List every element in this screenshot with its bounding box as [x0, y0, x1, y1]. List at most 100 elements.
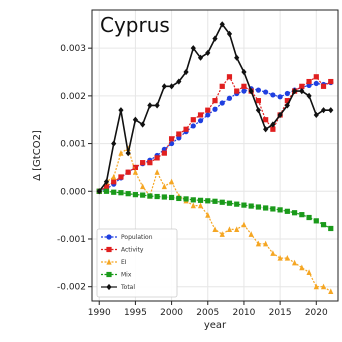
data-point-ei	[205, 212, 211, 218]
legend-marker-activity	[106, 246, 112, 253]
data-point-ei	[190, 202, 196, 209]
data-point-mix	[320, 222, 327, 228]
data-point-total	[103, 178, 110, 185]
data-point-mix	[147, 193, 153, 199]
data-point-total	[161, 83, 167, 90]
data-point-population	[226, 95, 233, 101]
data-point-activity	[306, 78, 312, 85]
data-point-ei	[118, 150, 124, 156]
data-point-mix	[103, 188, 110, 194]
data-point-activity	[103, 183, 110, 190]
data-point-ei	[306, 269, 312, 275]
data-point-mix	[176, 195, 182, 202]
y-tick-label: 0.000	[60, 187, 86, 197]
legend-marker-population	[106, 234, 112, 240]
data-point-ei	[226, 226, 233, 233]
data-point-total	[291, 87, 298, 95]
data-point-mix	[313, 218, 319, 224]
data-point-mix	[263, 205, 269, 211]
data-point-ei	[154, 169, 160, 175]
legend-marker-mix	[106, 271, 112, 278]
data-point-activity	[161, 150, 167, 156]
data-point-mix	[197, 197, 204, 203]
legend-marker-ei	[106, 258, 112, 265]
x-tick-label: 2015	[269, 308, 292, 318]
grid-lines	[92, 10, 338, 301]
data-point-activity	[234, 88, 240, 94]
data-point-mix	[255, 204, 262, 210]
x-tick-label: 2010	[232, 308, 255, 318]
data-point-activity	[328, 78, 334, 85]
data-point-ei	[197, 202, 204, 209]
data-point-mix	[248, 203, 254, 209]
data-point-activity	[168, 136, 175, 142]
data-point-ei	[140, 183, 146, 190]
data-point-total	[111, 140, 117, 147]
series-total	[96, 21, 334, 195]
data-point-population	[263, 89, 269, 95]
data-point-total	[299, 87, 305, 95]
series-activity	[96, 74, 334, 194]
x-tick-label: 1990	[88, 308, 111, 318]
data-point-activity	[154, 155, 160, 161]
data-point-population	[277, 94, 283, 100]
data-point-ei	[248, 231, 254, 237]
data-point-population	[284, 90, 290, 97]
data-point-mix	[125, 191, 131, 197]
data-point-activity	[320, 83, 327, 89]
data-point-mix	[291, 210, 298, 216]
series-mix	[96, 188, 334, 232]
data-point-ei	[234, 226, 240, 233]
data-point-mix	[219, 199, 225, 205]
data-point-activity	[263, 117, 269, 123]
legend-label-total: Total	[120, 284, 135, 291]
data-point-ei	[168, 178, 175, 185]
data-point-ei	[161, 183, 167, 190]
data-point-total	[197, 54, 204, 61]
data-point-activity	[197, 112, 204, 118]
data-point-activity	[183, 126, 189, 132]
data-point-population	[205, 112, 211, 118]
data-point-population	[313, 80, 319, 87]
y-tick-label: 0.001	[60, 140, 86, 150]
data-point-mix	[168, 194, 175, 201]
data-point-total	[255, 107, 262, 114]
data-point-mix	[234, 201, 240, 207]
data-point-total	[277, 111, 283, 119]
data-point-mix	[161, 194, 167, 200]
data-point-ei	[320, 283, 327, 290]
chart-title: Cyprus	[100, 13, 170, 37]
data-point-total	[147, 102, 153, 109]
plot-frame	[91, 9, 339, 302]
data-point-mix	[284, 208, 290, 214]
data-point-ei	[299, 264, 305, 271]
legend-box	[96, 228, 178, 298]
data-point-total	[219, 21, 225, 28]
data-point-mix	[306, 214, 312, 221]
data-point-total	[154, 102, 160, 109]
data-point-ei	[313, 283, 319, 290]
data-point-population	[197, 118, 204, 124]
data-point-activity	[212, 98, 218, 104]
data-point-activity	[299, 83, 305, 89]
data-point-ei	[291, 259, 298, 266]
data-point-total	[132, 116, 139, 123]
data-point-activity	[241, 83, 247, 89]
data-point-activity	[111, 179, 117, 185]
data-point-activity	[284, 98, 290, 104]
data-point-total	[140, 121, 146, 128]
legend-label-mix: Mix	[121, 272, 132, 279]
series-ei	[96, 145, 334, 295]
data-point-activity	[140, 160, 146, 166]
data-point-ei	[255, 240, 262, 247]
data-point-total	[328, 107, 334, 114]
y-tick-label: -0.001	[57, 235, 86, 245]
data-point-activity	[270, 126, 276, 132]
y-tick-label: 0.002	[60, 92, 86, 102]
x-tick-label: 2000	[160, 308, 183, 318]
y-axis-label: Δ [GtCO2]	[32, 130, 43, 181]
y-tick-label: 0.003	[60, 44, 86, 54]
data-point-activity	[219, 83, 225, 89]
data-point-total	[306, 92, 312, 99]
